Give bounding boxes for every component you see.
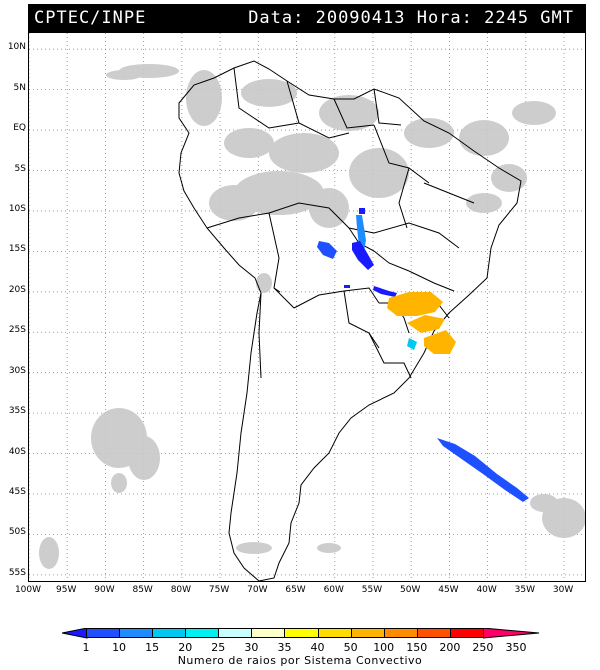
lon-label: 90W xyxy=(94,585,115,595)
storm-cell xyxy=(407,315,445,333)
state-border xyxy=(373,222,460,249)
storm-cell xyxy=(344,285,350,288)
state-border xyxy=(408,270,455,292)
lon-label: 80W xyxy=(170,585,192,595)
agency-label: CPTEC/INPE xyxy=(34,8,147,28)
legend-tick-label: 100 xyxy=(373,641,395,654)
lat-label: 15S xyxy=(8,244,26,255)
legend-swatch xyxy=(251,628,286,638)
legend-tick-label: 50 xyxy=(343,641,358,654)
state-border xyxy=(373,124,430,184)
legend-tick-label: 15 xyxy=(145,641,160,654)
country-border xyxy=(233,67,300,129)
lon-label: 40W xyxy=(476,585,497,595)
south-america-coastline xyxy=(178,60,522,581)
storm-cell xyxy=(387,292,443,316)
lat-label: 5S xyxy=(14,163,26,174)
country-border xyxy=(348,227,410,272)
lon-label: 75W xyxy=(208,585,230,595)
state-border xyxy=(423,182,475,204)
lon-label: 35W xyxy=(514,585,536,595)
coastlines-and-borders xyxy=(178,60,522,581)
country-border xyxy=(373,88,402,126)
cloud-cover xyxy=(39,64,585,569)
legend-arrow-left xyxy=(62,628,88,639)
country-border xyxy=(333,98,375,129)
lat-label: 35S xyxy=(8,406,26,417)
legend-tick-label: 250 xyxy=(472,641,494,654)
legend-arrow-right xyxy=(482,628,540,639)
legend-swatch xyxy=(218,628,253,638)
state-border xyxy=(398,167,410,229)
lat-label: 10N xyxy=(7,42,26,53)
lon-label: 55W xyxy=(361,585,383,595)
legend-tick-label: 150 xyxy=(406,641,428,654)
country-border xyxy=(343,290,380,349)
legend-swatch xyxy=(317,628,352,638)
legend-tick-label: 25 xyxy=(211,641,226,654)
storm-cell xyxy=(407,338,417,350)
storm-cell xyxy=(373,286,397,297)
lon-label: 85W xyxy=(132,585,153,595)
legend-swatch xyxy=(86,628,121,638)
storm-cell xyxy=(317,241,337,259)
legend-colorbar xyxy=(62,628,540,640)
legend-swatch xyxy=(416,628,451,638)
storm-cell xyxy=(352,241,374,270)
lon-label: 70W xyxy=(247,585,268,595)
lon-label: 45W xyxy=(438,585,459,595)
lake-titicaca xyxy=(273,287,281,293)
lat-label: 55S xyxy=(8,567,26,578)
legend-tick-label: 1 xyxy=(82,641,90,654)
lat-label: 30S xyxy=(8,365,26,376)
lat-label: 40S xyxy=(8,446,26,457)
lat-label: 45S xyxy=(8,487,26,498)
lon-label: 65W xyxy=(285,585,306,595)
legend-tick-label: 30 xyxy=(244,641,259,654)
country-border xyxy=(368,332,412,379)
title-bar: CPTEC/INPE Data: 20090413 Hora: 2245 GMT xyxy=(28,4,586,32)
storm-cell xyxy=(359,208,365,214)
map-canvas[interactable] xyxy=(29,33,586,582)
lat-label: 10S xyxy=(8,203,26,214)
legend-swatch xyxy=(350,628,385,638)
lon-label: 95W xyxy=(56,585,77,595)
legend-tick-label: 20 xyxy=(178,641,193,654)
legend-caption: Numero de raios por Sistema Convectivo xyxy=(177,654,423,667)
storm-cell xyxy=(437,438,529,502)
legend-tick-label: 350 xyxy=(505,641,527,654)
legend-swatch xyxy=(383,628,418,638)
legend-swatch xyxy=(284,628,319,638)
map-frame[interactable] xyxy=(28,32,586,582)
convective-systems xyxy=(317,208,529,502)
country-border xyxy=(293,287,380,309)
legend-swatch xyxy=(185,628,220,638)
lat-label: EQ xyxy=(13,123,26,134)
graticule xyxy=(29,33,585,581)
lat-label: 50S xyxy=(8,527,26,538)
legend-swatch xyxy=(152,628,187,638)
legend-tick-label: 40 xyxy=(310,641,325,654)
lat-label: 25S xyxy=(8,325,26,336)
legend-swatch xyxy=(119,628,154,638)
country-border xyxy=(268,212,295,309)
datetime-label: Data: 20090413 Hora: 2245 GMT xyxy=(248,8,574,28)
legend-tick-label: 200 xyxy=(439,641,461,654)
legend-swatch xyxy=(449,628,484,638)
legend-tick-label: 10 xyxy=(112,641,127,654)
lat-label: 20S xyxy=(8,284,26,295)
lat-label: 5N xyxy=(13,82,26,93)
lon-label: 50W xyxy=(400,585,421,595)
country-border xyxy=(258,292,262,379)
storm-cell xyxy=(424,330,456,354)
country-border xyxy=(286,80,350,139)
lon-label: 30W xyxy=(552,585,574,595)
legend-tick-label: 35 xyxy=(277,641,292,654)
lon-label: 100W xyxy=(14,585,42,595)
storm-cell xyxy=(356,215,366,252)
lon-label: 60W xyxy=(323,585,344,595)
